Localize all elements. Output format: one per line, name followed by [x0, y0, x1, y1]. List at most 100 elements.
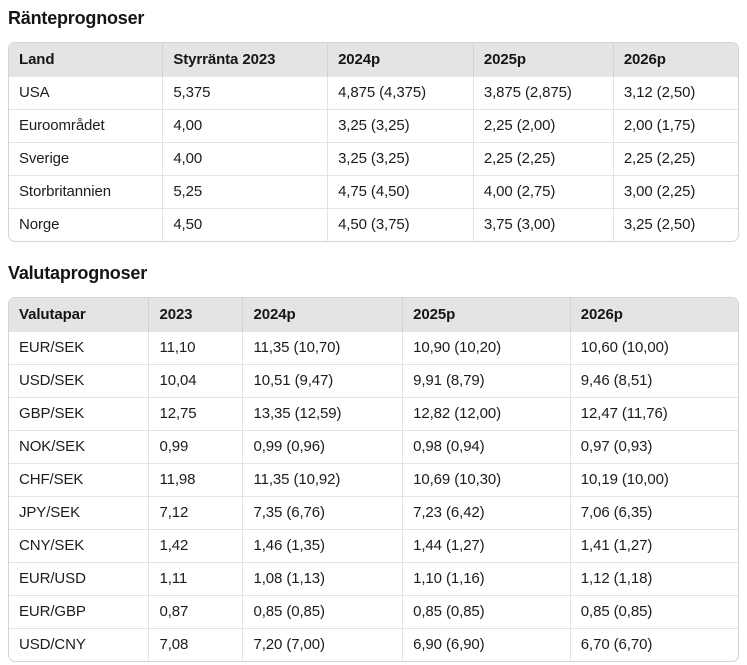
table-row: Euroområdet 4,00 3,25 (3,25) 2,25 (2,00) 2,0… — [9, 108, 738, 142]
table-cell: 11,35 (10,70) — [242, 330, 403, 364]
table-cell: 12,75 — [148, 396, 243, 430]
table-cell: 7,20 (7,00) — [242, 627, 403, 661]
table-cell: 0,85 (0,85) — [569, 594, 738, 628]
table-row: USA 5,375 4,875 (4,375) 3,875 (2,875) 3,12 (… — [9, 75, 738, 109]
table-row: EUR/USD 1,11 1,08 (1,13) 1,10 (1,16) 1,12 (1… — [9, 561, 738, 595]
table-cell: 4,875 (4,375) — [327, 75, 474, 109]
table-cell: 12,82 (12,00) — [402, 396, 571, 430]
column-header: 2024p — [327, 43, 474, 76]
table-row: GBP/SEK 12,75 13,35 (12,59) 12,82 (12,00) 12… — [9, 396, 738, 430]
section-title: Ränteprognoser — [8, 8, 145, 28]
table-cell: CHF/SEK — [9, 462, 149, 496]
table-cell: 0,87 — [148, 594, 243, 628]
table-cell: 1,46 (1,35) — [242, 528, 403, 562]
table-cell: 1,10 (1,16) — [402, 561, 571, 595]
table-cell: 10,51 (9,47) — [242, 363, 403, 397]
table-cell: 0,99 — [148, 429, 243, 463]
table-cell: NOK/SEK — [9, 429, 149, 463]
section-title: Valutaprognoser — [8, 263, 148, 283]
table-cell: 3,00 (2,25) — [612, 174, 738, 208]
table-cell: 1,42 — [148, 528, 243, 562]
forecast-section: Valutaprognoser Valutapar 2023 2024p 2025p 2… — [8, 263, 739, 662]
table-cell: 11,98 — [148, 462, 243, 496]
table-cell: USA — [9, 75, 163, 109]
forecast-table-container: Valutapar 2023 2024p 2025p 2026p EUR/SEK 11,1… — [8, 297, 739, 662]
table-cell: 2,25 (2,25) — [612, 141, 738, 175]
table-row: NOK/SEK 0,99 0,99 (0,96) 0,98 (0,94) 0,97 (0… — [9, 429, 738, 463]
table-cell: USD/CNY — [9, 627, 149, 661]
table-cell: 3,25 (2,50) — [612, 207, 738, 241]
column-header: 2026p — [612, 43, 738, 76]
table-cell: 10,69 (10,30) — [402, 462, 571, 496]
table-row: CNY/SEK 1,42 1,46 (1,35) 1,44 (1,27) 1,41 (1… — [9, 528, 738, 562]
table-cell: 2,00 (1,75) — [612, 108, 738, 142]
column-header: 2024p — [242, 298, 403, 331]
table-cell: USD/SEK — [9, 363, 149, 397]
column-header: 2025p — [472, 43, 614, 76]
table-cell: Sverige — [9, 141, 163, 175]
header-row: Valutapar 2023 2024p 2025p 2026p — [9, 298, 738, 331]
table-cell: GBP/SEK — [9, 396, 149, 430]
column-header: Valutapar — [9, 298, 149, 331]
table-cell: 1,08 (1,13) — [242, 561, 403, 595]
table-row: Sverige 4,00 3,25 (3,25) 2,25 (2,25) 2,25 (2… — [9, 141, 738, 175]
table-cell: 3,25 (3,25) — [327, 108, 474, 142]
table-row: Storbritannien 5,25 4,75 (4,50) 4,00 (2,75)… — [9, 174, 738, 208]
table-cell: Storbritannien — [9, 174, 163, 208]
forecast-table: Valutapar 2023 2024p 2025p 2026p EUR/SEK 11,1… — [9, 298, 738, 661]
table-row: EUR/SEK 11,10 11,35 (10,70) 10,90 (10,20) 10… — [9, 330, 738, 364]
table-cell: 10,90 (10,20) — [402, 330, 571, 364]
table-cell: 4,00 — [162, 141, 328, 175]
table-cell: 2,25 (2,00) — [472, 108, 614, 142]
table-cell: 9,46 (8,51) — [569, 363, 738, 397]
column-header: Land — [9, 43, 163, 76]
forecast-table-container: Land Styrränta 2023 2024p 2025p 2026p USA 5,3… — [8, 42, 739, 242]
table-cell: 11,10 — [148, 330, 243, 364]
table-cell: EUR/USD — [9, 561, 149, 595]
column-header: Styrränta 2023 — [162, 43, 328, 76]
table-cell: 4,50 (3,75) — [327, 207, 474, 241]
forecast-table: Land Styrränta 2023 2024p 2025p 2026p USA 5,3… — [9, 43, 738, 241]
table-cell: 10,19 (10,00) — [569, 462, 738, 496]
header-row: Land Styrränta 2023 2024p 2025p 2026p — [9, 43, 738, 76]
table-cell: 1,12 (1,18) — [569, 561, 738, 595]
table-cell: 10,60 (10,00) — [569, 330, 738, 364]
table-cell: 9,91 (8,79) — [402, 363, 571, 397]
table-cell: Norge — [9, 207, 163, 241]
table-cell: CNY/SEK — [9, 528, 149, 562]
table-cell: 11,35 (10,92) — [242, 462, 403, 496]
table-cell: EUR/GBP — [9, 594, 149, 628]
table-cell: Euroområdet — [9, 108, 163, 142]
table-cell: 1,11 — [148, 561, 243, 595]
table-cell: JPY/SEK — [9, 495, 149, 529]
table-row: JPY/SEK 7,12 7,35 (6,76) 7,23 (6,42) 7,06 (6… — [9, 495, 738, 529]
table-cell: 4,00 (2,75) — [472, 174, 614, 208]
table-cell: 10,04 — [148, 363, 243, 397]
table-row: CHF/SEK 11,98 11,35 (10,92) 10,69 (10,30) 10… — [9, 462, 738, 496]
table-cell: 4,50 — [162, 207, 328, 241]
table-cell: 3,12 (2,50) — [612, 75, 738, 109]
table-cell: 0,85 (0,85) — [402, 594, 571, 628]
table-row: USD/CNY 7,08 7,20 (7,00) 6,90 (6,90) 6,70 (6… — [9, 627, 738, 661]
table-row: USD/SEK 10,04 10,51 (9,47) 9,91 (8,79) 9,46 … — [9, 363, 738, 397]
table-row: Norge 4,50 4,50 (3,75) 3,75 (3,00) 3,25 (2,5… — [9, 207, 738, 241]
table-cell: 6,90 (6,90) — [402, 627, 571, 661]
table-cell: 6,70 (6,70) — [569, 627, 738, 661]
table-cell: 12,47 (11,76) — [569, 396, 738, 430]
table-cell: 1,41 (1,27) — [569, 528, 738, 562]
table-cell: 7,06 (6,35) — [569, 495, 738, 529]
table-cell: 13,35 (12,59) — [242, 396, 403, 430]
table-cell: 3,75 (3,00) — [472, 207, 614, 241]
table-row: EUR/GBP 0,87 0,85 (0,85) 0,85 (0,85) 0,85 (0… — [9, 594, 738, 628]
column-header: 2023 — [148, 298, 243, 331]
table-cell: 7,12 — [148, 495, 243, 529]
column-header: 2026p — [569, 298, 738, 331]
table-cell: 5,25 — [162, 174, 328, 208]
forecast-section: Ränteprognoser Land Styrränta 2023 2024p 20… — [8, 8, 739, 242]
table-cell: 1,44 (1,27) — [402, 528, 571, 562]
table-cell: 4,75 (4,50) — [327, 174, 474, 208]
table-cell: 0,85 (0,85) — [242, 594, 403, 628]
table-cell: 4,00 — [162, 108, 328, 142]
table-cell: 2,25 (2,25) — [472, 141, 614, 175]
table-cell: 0,97 (0,93) — [569, 429, 738, 463]
